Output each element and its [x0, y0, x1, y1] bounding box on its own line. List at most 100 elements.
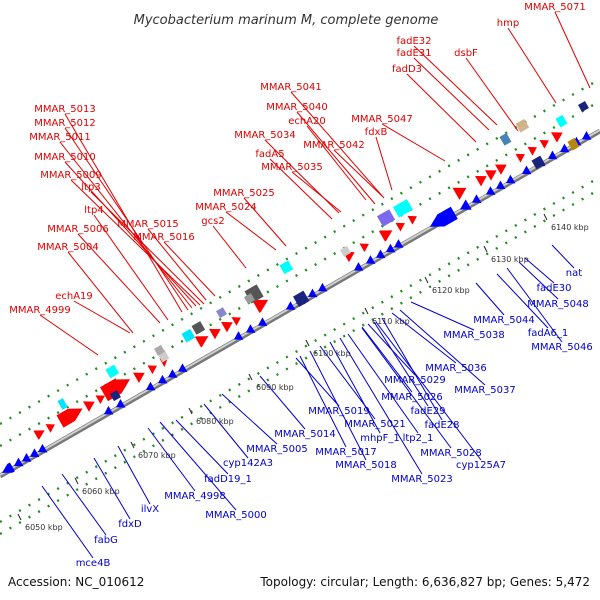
forward-gene-25	[539, 140, 549, 149]
leader-line	[203, 403, 249, 459]
leader-line	[306, 125, 367, 201]
gene-label: mce4B	[76, 558, 111, 569]
gene-label: gcs2	[201, 216, 224, 227]
reverse-gene-21	[386, 243, 396, 253]
forward-gene-18	[407, 215, 417, 225]
forward-gene-12	[231, 317, 241, 326]
reverse-strand-genes	[2, 131, 592, 473]
gene-label: MMAR_5006	[47, 224, 109, 235]
gene-label: MMAR_5005	[246, 444, 308, 455]
leader-line	[93, 457, 131, 520]
tick-label: 6100 kbp	[313, 349, 351, 358]
feature-box-15	[531, 155, 546, 170]
leader-line	[77, 233, 161, 324]
leader-line	[475, 282, 505, 316]
reverse-gene-2	[22, 453, 32, 462]
reverse-gene-4	[38, 443, 48, 453]
feature-box-10	[340, 245, 351, 257]
feature-box-8	[279, 260, 294, 275]
forward-gene-16	[379, 230, 393, 242]
reverse-gene-8	[158, 374, 168, 384]
reverse-gene-3	[30, 448, 40, 458]
leader-line	[61, 473, 107, 536]
leader-line	[309, 350, 367, 461]
gene-label: MMAR_5016	[133, 232, 195, 243]
tick-label: 6070 kbp	[138, 451, 176, 460]
forward-gene-0	[33, 430, 45, 440]
forward-gene-1	[45, 424, 55, 433]
dotted-guide-3	[0, 187, 600, 536]
leader-line	[39, 314, 99, 356]
reverse-gene-5	[104, 405, 114, 415]
tick-label: 6120 kbp	[432, 286, 470, 295]
gene-label: fadE29	[410, 406, 445, 417]
leader-line	[524, 257, 555, 284]
leader-line	[64, 113, 183, 313]
tick-label: 6090 kbp	[256, 383, 294, 392]
dotted-guides	[0, 77, 600, 536]
feature-box-12	[393, 199, 413, 218]
leader-line	[90, 191, 205, 305]
leader-line	[361, 326, 413, 393]
leader-line	[93, 214, 169, 321]
forward-gene-7	[147, 365, 157, 375]
leader-line	[70, 179, 201, 306]
leader-line	[290, 91, 385, 199]
gene-label: MMAR_5018	[335, 460, 397, 471]
gene-label: fdxD	[118, 519, 142, 530]
reverse-gene-31	[548, 150, 558, 160]
gene-label: fadE30	[536, 283, 571, 294]
forward-gene-5	[100, 379, 131, 402]
leader-line	[413, 45, 498, 126]
gene-label: ltp2_1	[403, 433, 434, 444]
leader-line	[259, 375, 306, 430]
reverse-gene-17	[318, 282, 328, 292]
gene-label: MMAR_4999	[9, 305, 71, 316]
tick-label: 6130 kbp	[491, 255, 529, 264]
leader-line	[399, 309, 486, 386]
feature-box-6	[216, 307, 227, 319]
leader-line	[163, 241, 216, 297]
feature-box-11	[377, 209, 396, 227]
gene-label: fadD19_1	[204, 474, 252, 485]
gene-label: MMAR_5034	[234, 130, 296, 141]
leader-line	[373, 321, 429, 407]
leader-line	[518, 261, 559, 300]
forward-gene-2	[56, 408, 83, 428]
leader-line	[41, 485, 94, 559]
leader-line	[67, 251, 134, 334]
feature-box-4	[181, 328, 196, 343]
leader-line	[117, 445, 151, 505]
forward-gene-23	[515, 153, 525, 163]
leader-line	[410, 301, 475, 331]
reverse-gene-18	[354, 262, 364, 271]
gene-label: MMAR_5025	[213, 188, 275, 199]
feature-box-17	[567, 137, 580, 151]
leader-line	[554, 11, 591, 89]
gene-label: MMAR_5044	[473, 315, 535, 326]
leader-line	[391, 312, 457, 364]
leader-line	[147, 427, 196, 492]
leader-line	[413, 57, 490, 131]
feature-box-16	[555, 114, 568, 128]
feature-boxes	[57, 101, 589, 410]
gene-label: MMAR_5026	[381, 392, 443, 403]
tick-mark	[364, 307, 369, 315]
leader-line	[333, 149, 383, 197]
gene-label: MMAR_5036	[425, 363, 487, 374]
leader-line	[73, 300, 131, 334]
kbp-ticks: 6050 kbp 6060 kbp 6070 kbp 6080 kbp 6090 kbp…	[17, 213, 589, 532]
gene-label: cyp142A3	[223, 458, 273, 469]
gene-label: echA20	[288, 116, 326, 127]
feature-box-18	[578, 101, 589, 112]
leader-line	[147, 228, 207, 301]
feature-box-0	[57, 398, 68, 410]
leader-line	[375, 136, 393, 191]
feature-box-1	[105, 364, 120, 379]
reverse-gene-0	[2, 462, 15, 473]
gene-label: hmp	[497, 18, 519, 29]
leader-line	[381, 123, 446, 162]
feature-box-14	[515, 118, 530, 133]
